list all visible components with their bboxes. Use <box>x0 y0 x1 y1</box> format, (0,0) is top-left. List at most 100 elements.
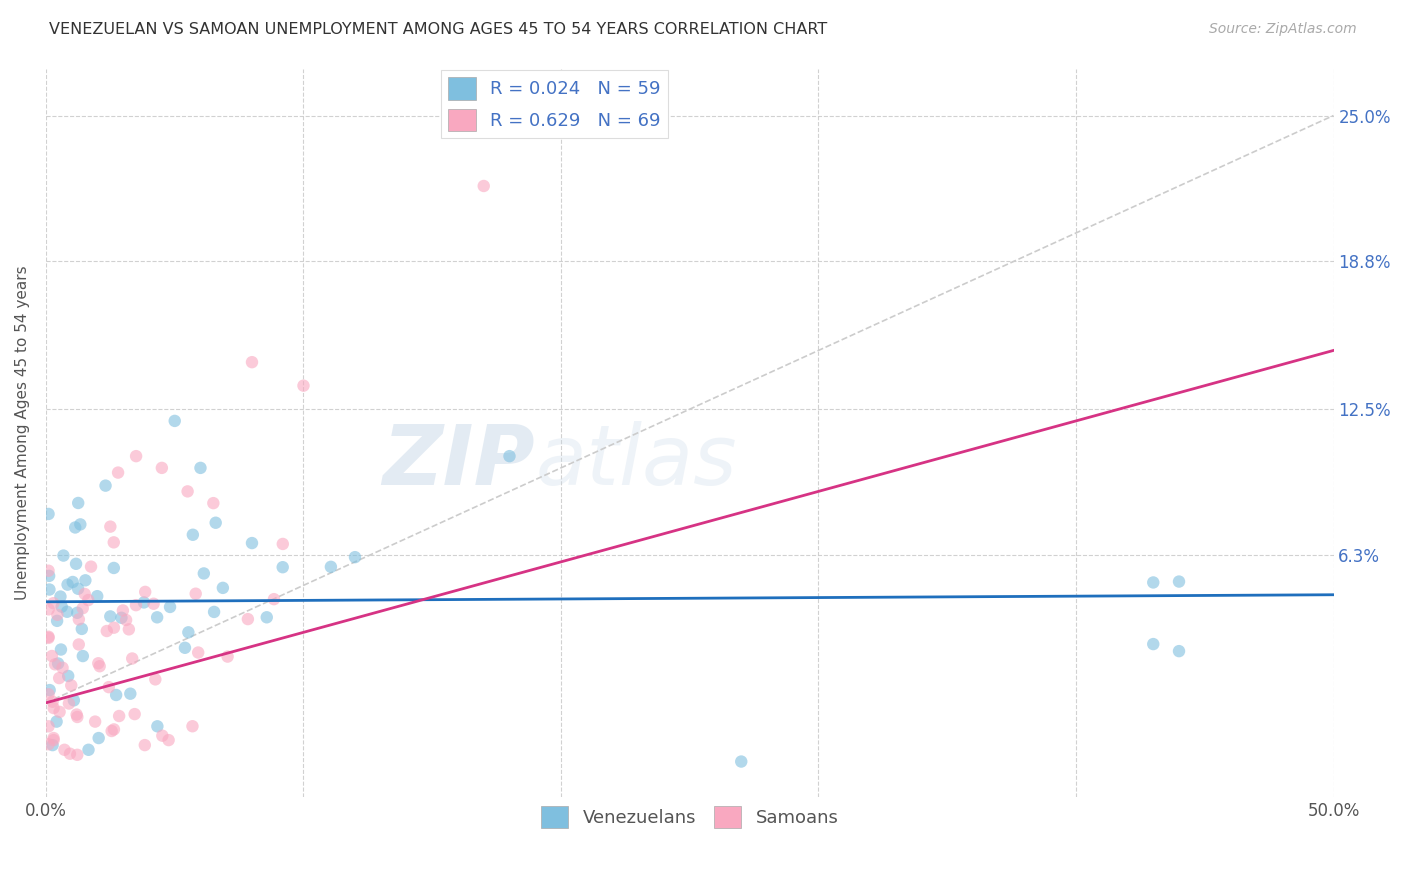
Point <box>48 705 70 719</box>
Point <box>110 611 132 625</box>
Point <box>65 707 87 722</box>
Point <box>163 414 186 428</box>
Point <box>72 648 94 663</box>
Point <box>143 673 166 687</box>
Point <box>46 657 69 671</box>
Point <box>134 585 156 599</box>
Point <box>80 559 103 574</box>
Point <box>42 701 65 715</box>
Point <box>498 449 520 463</box>
Point <box>58 697 80 711</box>
Point <box>86 589 108 603</box>
Text: VENEZUELAN VS SAMOAN UNEMPLOYMENT AMONG AGES 45 TO 54 YEARS CORRELATION CHART: VENEZUELAN VS SAMOAN UNEMPLOYMENT AMONG … <box>49 22 828 37</box>
Point <box>46 607 69 622</box>
Point <box>181 528 204 542</box>
Point <box>174 640 197 655</box>
Point <box>343 550 366 565</box>
Point <box>103 621 125 635</box>
Point <box>58 669 80 683</box>
Point <box>125 449 148 463</box>
Point <box>84 714 107 729</box>
Point <box>730 755 752 769</box>
Point <box>44 657 66 672</box>
Point <box>41 695 63 709</box>
Point <box>38 630 60 644</box>
Point <box>56 605 79 619</box>
Point <box>38 719 60 733</box>
Point <box>125 598 148 612</box>
Point <box>65 557 87 571</box>
Point <box>41 648 63 663</box>
Point <box>146 719 169 733</box>
Point <box>108 709 131 723</box>
Point <box>51 599 73 614</box>
Point <box>38 737 60 751</box>
Point <box>98 519 121 533</box>
Point <box>157 733 180 747</box>
Point <box>134 738 156 752</box>
Point <box>41 738 63 752</box>
Point <box>66 710 89 724</box>
Point <box>87 731 110 745</box>
Point <box>146 610 169 624</box>
Point <box>263 592 285 607</box>
Point <box>115 613 138 627</box>
Point <box>77 743 100 757</box>
Point <box>96 624 118 638</box>
Point <box>271 560 294 574</box>
Point <box>190 461 212 475</box>
Point <box>240 355 263 369</box>
Point <box>72 601 94 615</box>
Point <box>120 687 142 701</box>
Point <box>63 693 86 707</box>
Point <box>66 606 89 620</box>
Point <box>100 724 122 739</box>
Point <box>472 178 495 193</box>
Point <box>103 535 125 549</box>
Point <box>94 478 117 492</box>
Point <box>67 582 90 596</box>
Point <box>184 587 207 601</box>
Point <box>256 610 278 624</box>
Point <box>48 671 70 685</box>
Point <box>49 590 72 604</box>
Point <box>107 466 129 480</box>
Point <box>42 731 65 745</box>
Text: Source: ZipAtlas.com: Source: ZipAtlas.com <box>1209 22 1357 37</box>
Point <box>73 587 96 601</box>
Point <box>38 631 60 645</box>
Point <box>181 719 204 733</box>
Point <box>1142 637 1164 651</box>
Point <box>319 559 342 574</box>
Point <box>236 612 259 626</box>
Legend: Venezuelans, Samoans: Venezuelans, Samoans <box>534 798 845 835</box>
Y-axis label: Unemployment Among Ages 45 to 54 years: Unemployment Among Ages 45 to 54 years <box>15 265 30 600</box>
Point <box>150 461 173 475</box>
Point <box>67 496 90 510</box>
Point <box>67 612 90 626</box>
Point <box>103 561 125 575</box>
Point <box>271 537 294 551</box>
Text: atlas: atlas <box>536 421 737 502</box>
Point <box>124 707 146 722</box>
Point <box>1142 575 1164 590</box>
Point <box>38 564 60 578</box>
Point <box>240 536 263 550</box>
Point <box>38 582 60 597</box>
Point <box>132 595 155 609</box>
Point <box>66 747 89 762</box>
Point <box>97 680 120 694</box>
Point <box>38 507 60 521</box>
Point <box>62 574 84 589</box>
Point <box>176 484 198 499</box>
Point <box>69 517 91 532</box>
Point <box>38 683 60 698</box>
Point <box>202 496 225 510</box>
Point <box>75 574 97 588</box>
Point <box>1168 644 1191 658</box>
Point <box>87 657 110 671</box>
Point <box>105 688 128 702</box>
Point <box>193 566 215 581</box>
Point <box>292 378 315 392</box>
Point <box>121 651 143 665</box>
